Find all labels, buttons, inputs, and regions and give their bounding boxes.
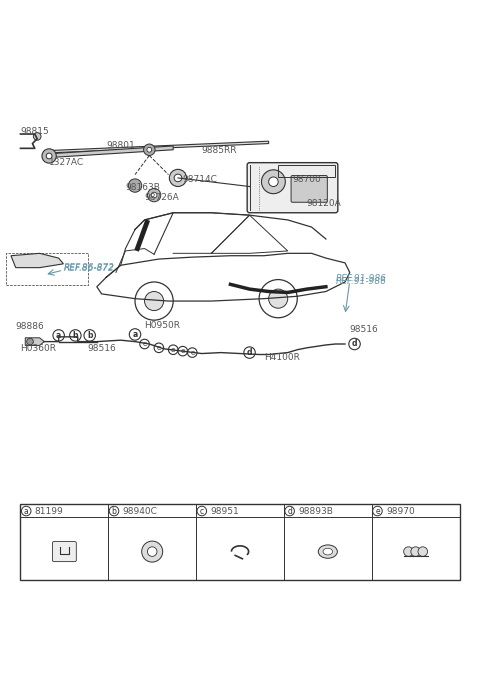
Text: H4100R: H4100R [264, 353, 300, 362]
Bar [21, 504, 459, 580]
Polygon shape [44, 141, 269, 153]
Text: REF.86-872: REF.86-872 [63, 264, 114, 273]
Text: 98700: 98700 [292, 175, 321, 184]
Text: c: c [200, 506, 204, 515]
FancyBboxPatch shape [52, 541, 76, 561]
Text: 98951: 98951 [210, 506, 239, 515]
Text: 98714C: 98714C [183, 175, 217, 184]
Circle shape [174, 174, 182, 182]
Polygon shape [25, 338, 44, 345]
Text: 9885RR: 9885RR [202, 147, 237, 155]
Text: 98163B: 98163B [125, 183, 160, 192]
Circle shape [372, 506, 382, 516]
FancyBboxPatch shape [291, 175, 327, 202]
Text: e: e [375, 506, 380, 515]
Circle shape [135, 282, 173, 320]
Circle shape [42, 149, 56, 163]
Circle shape [27, 338, 34, 345]
Text: 98893B: 98893B [298, 506, 333, 515]
Circle shape [197, 506, 206, 516]
Circle shape [285, 506, 294, 516]
Ellipse shape [318, 545, 337, 558]
Text: 98970: 98970 [386, 506, 415, 515]
Text: b: b [72, 331, 78, 340]
Circle shape [128, 179, 142, 192]
Text: 81199: 81199 [35, 506, 63, 515]
Text: 98801: 98801 [107, 142, 135, 151]
Circle shape [53, 330, 64, 341]
Text: 1327AC: 1327AC [49, 158, 84, 167]
Text: e: e [180, 348, 185, 354]
Text: REF.86-872: REF.86-872 [63, 263, 114, 272]
Bar [278, 165, 336, 177]
Text: 98516: 98516 [87, 344, 116, 353]
Text: REF.91-986: REF.91-986 [336, 277, 386, 286]
Text: a: a [132, 330, 138, 339]
Text: 98815: 98815 [21, 127, 49, 136]
Text: 98516: 98516 [350, 325, 379, 334]
Circle shape [262, 170, 285, 194]
Circle shape [349, 338, 360, 350]
Text: d: d [287, 506, 292, 515]
Circle shape [269, 177, 278, 186]
Circle shape [34, 133, 41, 140]
Text: b: b [87, 331, 93, 340]
Circle shape [22, 506, 31, 516]
Circle shape [129, 329, 141, 340]
Circle shape [147, 189, 161, 202]
Circle shape [418, 547, 428, 557]
Circle shape [109, 506, 119, 516]
Circle shape [70, 330, 81, 341]
Circle shape [169, 169, 187, 186]
Text: 98886: 98886 [16, 321, 45, 331]
Text: d: d [247, 348, 252, 357]
Circle shape [84, 330, 96, 341]
Polygon shape [44, 146, 173, 158]
FancyBboxPatch shape [247, 162, 338, 213]
Ellipse shape [323, 548, 333, 555]
Circle shape [142, 541, 163, 562]
Circle shape [147, 547, 157, 557]
Text: e: e [157, 345, 161, 351]
Text: 98940C: 98940C [122, 506, 157, 515]
Text: e: e [171, 347, 175, 353]
Circle shape [269, 289, 288, 308]
Circle shape [147, 147, 152, 152]
Circle shape [144, 144, 155, 155]
Circle shape [404, 547, 413, 557]
Text: d: d [352, 339, 357, 349]
Circle shape [244, 347, 255, 358]
Text: 98120A: 98120A [307, 199, 342, 208]
Circle shape [411, 547, 420, 557]
Text: a: a [24, 506, 29, 515]
Text: H0360R: H0360R [21, 344, 57, 353]
Text: a: a [56, 331, 61, 340]
Text: H0950R: H0950R [144, 321, 180, 330]
Text: e: e [190, 350, 194, 356]
Polygon shape [11, 253, 63, 268]
Circle shape [259, 279, 297, 318]
Text: 98726A: 98726A [144, 193, 180, 202]
Text: e: e [143, 341, 147, 347]
Text: b: b [111, 506, 117, 515]
Circle shape [144, 292, 164, 310]
Text: REF.91-986: REF.91-986 [336, 274, 386, 283]
Circle shape [151, 192, 157, 198]
Circle shape [46, 153, 52, 159]
